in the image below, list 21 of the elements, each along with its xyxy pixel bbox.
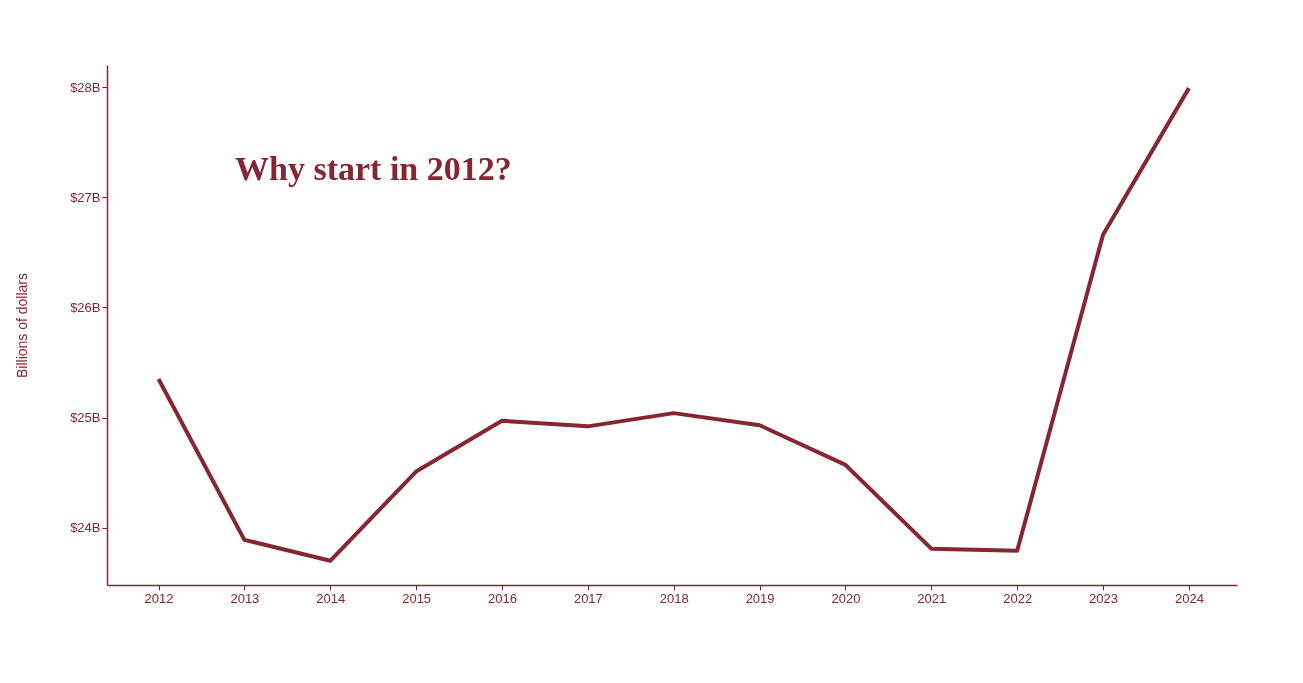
y-tick-label: $28B xyxy=(70,79,101,95)
x-tick-label: 2012 xyxy=(144,590,174,606)
x-tick-label: 2020 xyxy=(831,590,861,606)
x-tick-label: 2015 xyxy=(402,590,432,606)
x-tick-label: 2017 xyxy=(573,590,603,606)
x-tick-label: 2023 xyxy=(1089,590,1119,606)
annotation: Why start in 2012? xyxy=(235,150,512,187)
line-series xyxy=(156,86,1191,563)
x-tick-label: 2016 xyxy=(488,590,517,606)
x-tick-label: 2021 xyxy=(917,590,947,606)
x-tick-label: 2014 xyxy=(316,590,346,606)
x-tick-label: 2019 xyxy=(745,590,775,606)
x-tick-label: 2022 xyxy=(1003,590,1033,606)
x-tick-label: 2024 xyxy=(1174,590,1204,606)
y-tick-label: $25B xyxy=(70,410,101,426)
y-axis-title: Billions of dollars xyxy=(14,272,31,379)
y-tick-label: $26B xyxy=(70,299,101,315)
x-tick-label: 2018 xyxy=(659,590,689,606)
y-tick-label: $24B xyxy=(70,520,101,536)
x-tick-label: 2013 xyxy=(230,590,260,606)
y-tick-label: $27B xyxy=(70,189,101,205)
